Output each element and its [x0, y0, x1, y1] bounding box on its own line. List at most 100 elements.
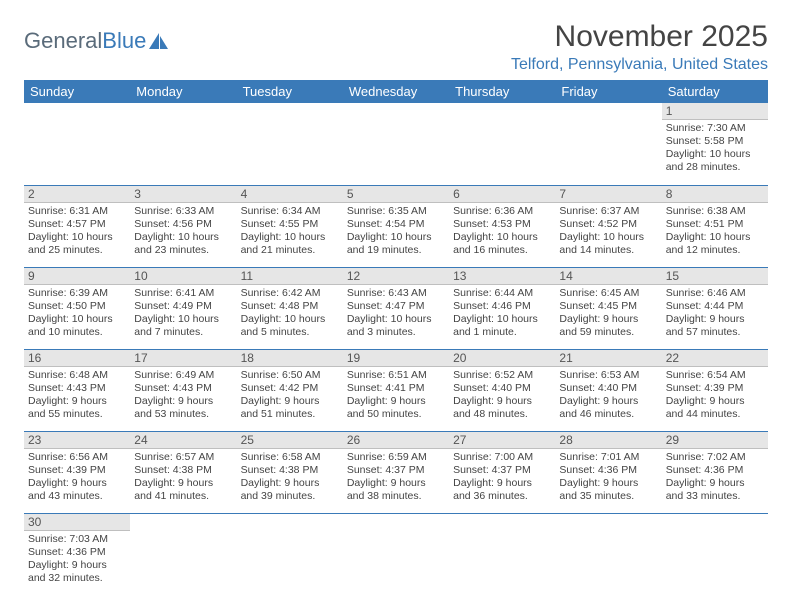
day-content: Sunrise: 7:01 AMSunset: 4:36 PMDaylight:…	[555, 449, 661, 506]
weekday-header: Monday	[130, 80, 236, 103]
day-number: 3	[130, 186, 236, 203]
sunset-text: Sunset: 4:44 PM	[666, 300, 764, 313]
calendar-day-cell: 20Sunrise: 6:52 AMSunset: 4:40 PMDayligh…	[449, 349, 555, 431]
daylight-text: Daylight: 9 hours and 41 minutes.	[134, 477, 232, 503]
calendar-day-cell	[237, 103, 343, 185]
sunset-text: Sunset: 4:39 PM	[666, 382, 764, 395]
sunrise-text: Sunrise: 6:34 AM	[241, 205, 339, 218]
sunset-text: Sunset: 5:58 PM	[666, 135, 764, 148]
weekday-header: Wednesday	[343, 80, 449, 103]
calendar-day-cell	[130, 513, 236, 595]
page-title: November 2025	[555, 20, 768, 54]
day-number: 2	[24, 186, 130, 203]
day-number: 9	[24, 268, 130, 285]
day-number: 16	[24, 350, 130, 367]
day-content: Sunrise: 6:36 AMSunset: 4:53 PMDaylight:…	[449, 203, 555, 260]
brand-part1: General	[24, 28, 102, 54]
daylight-text: Daylight: 9 hours and 43 minutes.	[28, 477, 126, 503]
calendar-day-cell: 6Sunrise: 6:36 AMSunset: 4:53 PMDaylight…	[449, 185, 555, 267]
daylight-text: Daylight: 10 hours and 23 minutes.	[134, 231, 232, 257]
daylight-text: Daylight: 9 hours and 39 minutes.	[241, 477, 339, 503]
calendar-day-cell: 19Sunrise: 6:51 AMSunset: 4:41 PMDayligh…	[343, 349, 449, 431]
day-content: Sunrise: 6:34 AMSunset: 4:55 PMDaylight:…	[237, 203, 343, 260]
calendar-day-cell: 18Sunrise: 6:50 AMSunset: 4:42 PMDayligh…	[237, 349, 343, 431]
sunrise-text: Sunrise: 6:39 AM	[28, 287, 126, 300]
day-number: 7	[555, 186, 661, 203]
daylight-text: Daylight: 10 hours and 3 minutes.	[347, 313, 445, 339]
calendar-day-cell: 14Sunrise: 6:45 AMSunset: 4:45 PMDayligh…	[555, 267, 661, 349]
calendar-day-cell: 24Sunrise: 6:57 AMSunset: 4:38 PMDayligh…	[130, 431, 236, 513]
sunset-text: Sunset: 4:40 PM	[453, 382, 551, 395]
sunset-text: Sunset: 4:57 PM	[28, 218, 126, 231]
sunrise-text: Sunrise: 6:38 AM	[666, 205, 764, 218]
day-number: 13	[449, 268, 555, 285]
sunset-text: Sunset: 4:52 PM	[559, 218, 657, 231]
day-content: Sunrise: 6:46 AMSunset: 4:44 PMDaylight:…	[662, 285, 768, 342]
day-content: Sunrise: 6:48 AMSunset: 4:43 PMDaylight:…	[24, 367, 130, 424]
sunset-text: Sunset: 4:50 PM	[28, 300, 126, 313]
day-number: 24	[130, 432, 236, 449]
calendar-day-cell: 1Sunrise: 7:30 AMSunset: 5:58 PMDaylight…	[662, 103, 768, 185]
day-content: Sunrise: 6:53 AMSunset: 4:40 PMDaylight:…	[555, 367, 661, 424]
brand-part2: Blue	[102, 28, 146, 54]
calendar-day-cell	[237, 513, 343, 595]
calendar-week-row: 1Sunrise: 7:30 AMSunset: 5:58 PMDaylight…	[24, 103, 768, 185]
daylight-text: Daylight: 9 hours and 35 minutes.	[559, 477, 657, 503]
calendar-day-cell: 2Sunrise: 6:31 AMSunset: 4:57 PMDaylight…	[24, 185, 130, 267]
weekday-header: Friday	[555, 80, 661, 103]
sunrise-text: Sunrise: 6:49 AM	[134, 369, 232, 382]
calendar-day-cell	[555, 103, 661, 185]
sunrise-text: Sunrise: 6:31 AM	[28, 205, 126, 218]
day-number: 14	[555, 268, 661, 285]
daylight-text: Daylight: 9 hours and 32 minutes.	[28, 559, 126, 585]
sunrise-text: Sunrise: 6:43 AM	[347, 287, 445, 300]
calendar-week-row: 16Sunrise: 6:48 AMSunset: 4:43 PMDayligh…	[24, 349, 768, 431]
page-subtitle: Telford, Pennsylvania, United States	[24, 56, 768, 74]
day-content: Sunrise: 6:57 AMSunset: 4:38 PMDaylight:…	[130, 449, 236, 506]
day-content: Sunrise: 6:49 AMSunset: 4:43 PMDaylight:…	[130, 367, 236, 424]
brand-logo: GeneralBlue	[24, 28, 170, 54]
sunrise-text: Sunrise: 6:59 AM	[347, 451, 445, 464]
day-number: 5	[343, 186, 449, 203]
day-content: Sunrise: 6:59 AMSunset: 4:37 PMDaylight:…	[343, 449, 449, 506]
sunrise-text: Sunrise: 6:37 AM	[559, 205, 657, 218]
day-number: 27	[449, 432, 555, 449]
day-content: Sunrise: 6:42 AMSunset: 4:48 PMDaylight:…	[237, 285, 343, 342]
daylight-text: Daylight: 10 hours and 5 minutes.	[241, 313, 339, 339]
calendar-day-cell: 27Sunrise: 7:00 AMSunset: 4:37 PMDayligh…	[449, 431, 555, 513]
calendar-table: SundayMondayTuesdayWednesdayThursdayFrid…	[24, 80, 768, 595]
calendar-day-cell: 4Sunrise: 6:34 AMSunset: 4:55 PMDaylight…	[237, 185, 343, 267]
sunset-text: Sunset: 4:53 PM	[453, 218, 551, 231]
sunrise-text: Sunrise: 7:30 AM	[666, 122, 764, 135]
calendar-day-cell: 8Sunrise: 6:38 AMSunset: 4:51 PMDaylight…	[662, 185, 768, 267]
day-number: 25	[237, 432, 343, 449]
calendar-day-cell: 16Sunrise: 6:48 AMSunset: 4:43 PMDayligh…	[24, 349, 130, 431]
sunrise-text: Sunrise: 6:53 AM	[559, 369, 657, 382]
sunset-text: Sunset: 4:55 PM	[241, 218, 339, 231]
calendar-day-cell: 11Sunrise: 6:42 AMSunset: 4:48 PMDayligh…	[237, 267, 343, 349]
sunrise-text: Sunrise: 6:46 AM	[666, 287, 764, 300]
daylight-text: Daylight: 10 hours and 10 minutes.	[28, 313, 126, 339]
sunrise-text: Sunrise: 6:33 AM	[134, 205, 232, 218]
calendar-day-cell	[662, 513, 768, 595]
calendar-day-cell: 25Sunrise: 6:58 AMSunset: 4:38 PMDayligh…	[237, 431, 343, 513]
day-number: 8	[662, 186, 768, 203]
day-content: Sunrise: 6:35 AMSunset: 4:54 PMDaylight:…	[343, 203, 449, 260]
daylight-text: Daylight: 10 hours and 19 minutes.	[347, 231, 445, 257]
sunset-text: Sunset: 4:45 PM	[559, 300, 657, 313]
calendar-day-cell: 15Sunrise: 6:46 AMSunset: 4:44 PMDayligh…	[662, 267, 768, 349]
day-number: 23	[24, 432, 130, 449]
sunset-text: Sunset: 4:48 PM	[241, 300, 339, 313]
calendar-day-cell	[343, 103, 449, 185]
sunset-text: Sunset: 4:51 PM	[666, 218, 764, 231]
sunset-text: Sunset: 4:54 PM	[347, 218, 445, 231]
daylight-text: Daylight: 10 hours and 1 minute.	[453, 313, 551, 339]
sunset-text: Sunset: 4:36 PM	[559, 464, 657, 477]
sunset-text: Sunset: 4:36 PM	[666, 464, 764, 477]
calendar-day-cell: 26Sunrise: 6:59 AMSunset: 4:37 PMDayligh…	[343, 431, 449, 513]
sunrise-text: Sunrise: 6:36 AM	[453, 205, 551, 218]
daylight-text: Daylight: 9 hours and 46 minutes.	[559, 395, 657, 421]
daylight-text: Daylight: 9 hours and 38 minutes.	[347, 477, 445, 503]
sunset-text: Sunset: 4:39 PM	[28, 464, 126, 477]
weekday-header: Tuesday	[237, 80, 343, 103]
